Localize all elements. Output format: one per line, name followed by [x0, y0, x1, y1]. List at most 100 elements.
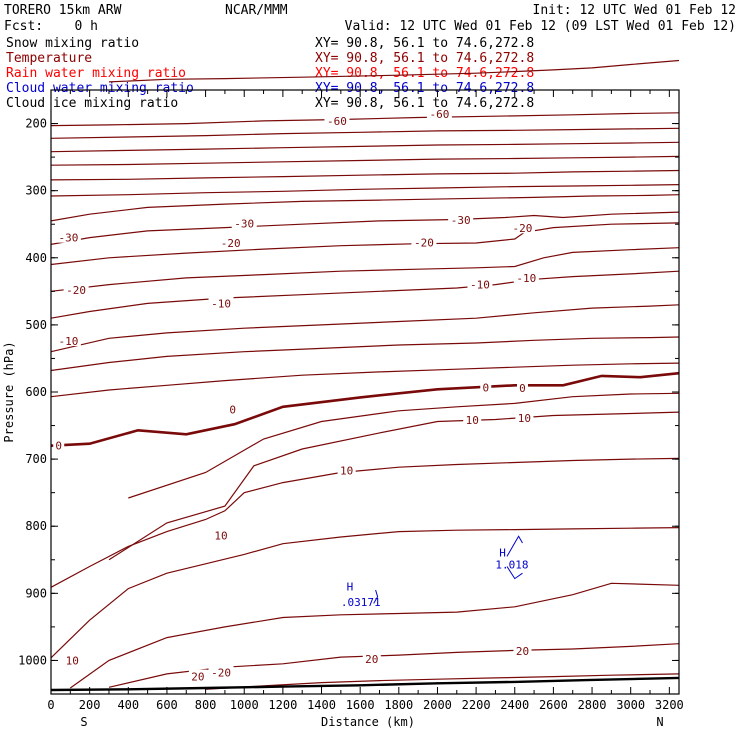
cloud-water-high-marker: H: [347, 581, 354, 594]
contour-label-background: [426, 107, 452, 120]
temperature-contour-label: 20: [516, 645, 529, 658]
temperature-contour-label: -10: [211, 297, 231, 310]
y-tick-label: 300: [25, 184, 47, 198]
contour-label-background: [467, 277, 493, 290]
x-tick-label: 1000: [230, 698, 259, 712]
temperature-isotherm: [50, 270, 680, 319]
y-tick-label: 800: [25, 519, 47, 533]
x-tick-label: 800: [195, 698, 217, 712]
terrain-line: [50, 676, 680, 692]
temperature-contour-label: -20: [513, 222, 533, 235]
temperature-contour-label: -60: [327, 115, 347, 128]
contour-label-background: [188, 669, 207, 682]
temperature-contour-label: 10: [214, 530, 227, 543]
temperature-isotherm: [50, 457, 680, 588]
valid-time: Valid: 12 UTC Wed 01 Feb 12 (09 LST Wed …: [345, 19, 736, 34]
y-tick-label: 200: [25, 117, 47, 131]
x-tick-label: 2600: [539, 698, 568, 712]
x-tick-label: 400: [117, 698, 139, 712]
contour-label-background: [208, 296, 234, 309]
temperature-isotherm: [50, 184, 680, 197]
temperature-contour-label: 0: [55, 440, 62, 453]
temperature-contour-label: 0: [229, 403, 236, 416]
x-tick-label: 1600: [346, 698, 375, 712]
cloud-water-max-value: 1.018: [495, 558, 528, 571]
y-axis-title: Pressure (hPa): [2, 341, 16, 442]
y-tick-label: 400: [25, 251, 47, 265]
y-tick-label: 700: [25, 452, 47, 466]
temperature-isotherm: [128, 392, 680, 499]
temperature-contour-label: -60: [429, 108, 449, 121]
temperature-isotherm: [50, 247, 680, 292]
temperature-isotherm: [50, 211, 680, 245]
model-title: TORERO 15km ARW: [4, 3, 122, 18]
legend-field-name: Cloud water mixing ratio: [6, 81, 194, 96]
temperature-contour-label: 0: [482, 381, 489, 394]
temperature-contour-label: -10: [516, 272, 536, 285]
temperature-isotherm: [50, 112, 680, 127]
x-tick-label: 1200: [268, 698, 297, 712]
contour-label-background: [208, 665, 234, 678]
contour-label-background: [337, 463, 356, 476]
legend-field-name: Cloud ice mixing ratio: [6, 96, 178, 111]
contour-label-background: [515, 411, 534, 424]
contour-label-background: [212, 528, 231, 541]
temperature-isotherm: [50, 222, 680, 266]
center-title: NCAR/MMM: [225, 3, 288, 18]
contour-label-background: [448, 213, 474, 226]
contour-label-background: [231, 216, 257, 229]
temperature-contour-label: 10: [340, 465, 353, 478]
temperature-contours: [50, 59, 680, 690]
x-tick-label: 2800: [578, 698, 607, 712]
contour-label-background: [513, 644, 532, 657]
plot-area: -60 -60 -30 -30 -30 -20 -20 -20 -20 -10 -10 -10 -10 0…: [2, 59, 684, 729]
temperature-isotherm: [50, 127, 680, 139]
temperature-isotherm: [108, 643, 680, 688]
temperature-contour-label: -20: [221, 237, 241, 250]
contour-label-background: [480, 380, 492, 393]
temperature-isotherm: [50, 155, 680, 166]
contour-label-background: [55, 230, 81, 243]
contour-label-background: [227, 402, 239, 415]
legend-field-name: Temperature: [6, 51, 92, 66]
header-block: TORERO 15km ARW NCAR/MMM Init: 12 UTC We…: [4, 3, 736, 34]
contour-label-background: [513, 270, 539, 283]
cloud-water-max-value: .03171: [341, 596, 381, 609]
x-tick-label: 1400: [307, 698, 336, 712]
temperature-isotherm: [205, 673, 680, 690]
x-tick-label: 2200: [462, 698, 491, 712]
contour-label-background: [218, 236, 244, 249]
y-tick-label: 1000: [18, 653, 47, 667]
temperature-contour-label: -20: [66, 284, 86, 297]
temperature-contour-label: -20: [414, 236, 434, 249]
forecast-hour: Fcst: 0 h: [4, 19, 98, 34]
legend-field-name: Snow mixing ratio: [6, 36, 139, 51]
x-tick-label: 0: [47, 698, 54, 712]
contour-label-background: [509, 221, 535, 234]
field-legend: Snow mixing ratio XY= 90.8, 56.1 to 74.6,…: [6, 36, 534, 111]
contour-label-background: [55, 333, 81, 346]
x-tick-label: 2000: [423, 698, 452, 712]
y-tick-label: 900: [25, 586, 47, 600]
legend-field-coords: XY= 90.8, 56.1 to 74.6,272.8: [315, 81, 534, 96]
temperature-contour-label: 20: [365, 653, 378, 666]
contour-label-background: [63, 282, 89, 295]
contour-label-background: [516, 380, 528, 393]
legend-field-coords: XY= 90.8, 56.1 to 74.6,272.8: [315, 36, 534, 51]
temperature-isotherm: [50, 169, 680, 181]
x-axis-title: Distance (km): [321, 715, 415, 729]
terrain-surface: [50, 676, 680, 692]
temperature-contour-label: 10: [466, 414, 479, 427]
cloud-water-contour: [373, 589, 379, 604]
contour-label-background: [362, 652, 381, 665]
temperature-contour-label: -10: [58, 335, 78, 348]
x-axis: 0 200 400 600 800 1000 1200 1400 1600 1800 2000 220…: [47, 90, 684, 712]
contour-label-background: [411, 235, 437, 248]
x-tick-label: 1800: [384, 698, 413, 712]
temperature-contour-label: 0: [519, 382, 526, 395]
x-axis-right-direction: N: [656, 715, 663, 729]
temperature-isotherm: [108, 411, 680, 561]
contour-label-background: [53, 438, 65, 451]
